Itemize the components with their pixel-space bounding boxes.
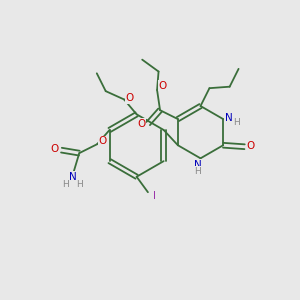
Text: O: O [98, 136, 106, 146]
Text: O: O [125, 93, 134, 103]
Text: O: O [51, 144, 59, 154]
Text: O: O [246, 141, 255, 151]
Text: O: O [137, 118, 146, 128]
Text: O: O [158, 80, 166, 91]
Text: H: H [233, 118, 240, 127]
Text: N: N [225, 113, 232, 124]
Text: N: N [69, 172, 76, 182]
Text: H: H [76, 179, 83, 188]
Text: N: N [194, 160, 201, 170]
Text: I: I [153, 191, 156, 201]
Text: H: H [62, 179, 69, 188]
Text: H: H [194, 167, 201, 176]
